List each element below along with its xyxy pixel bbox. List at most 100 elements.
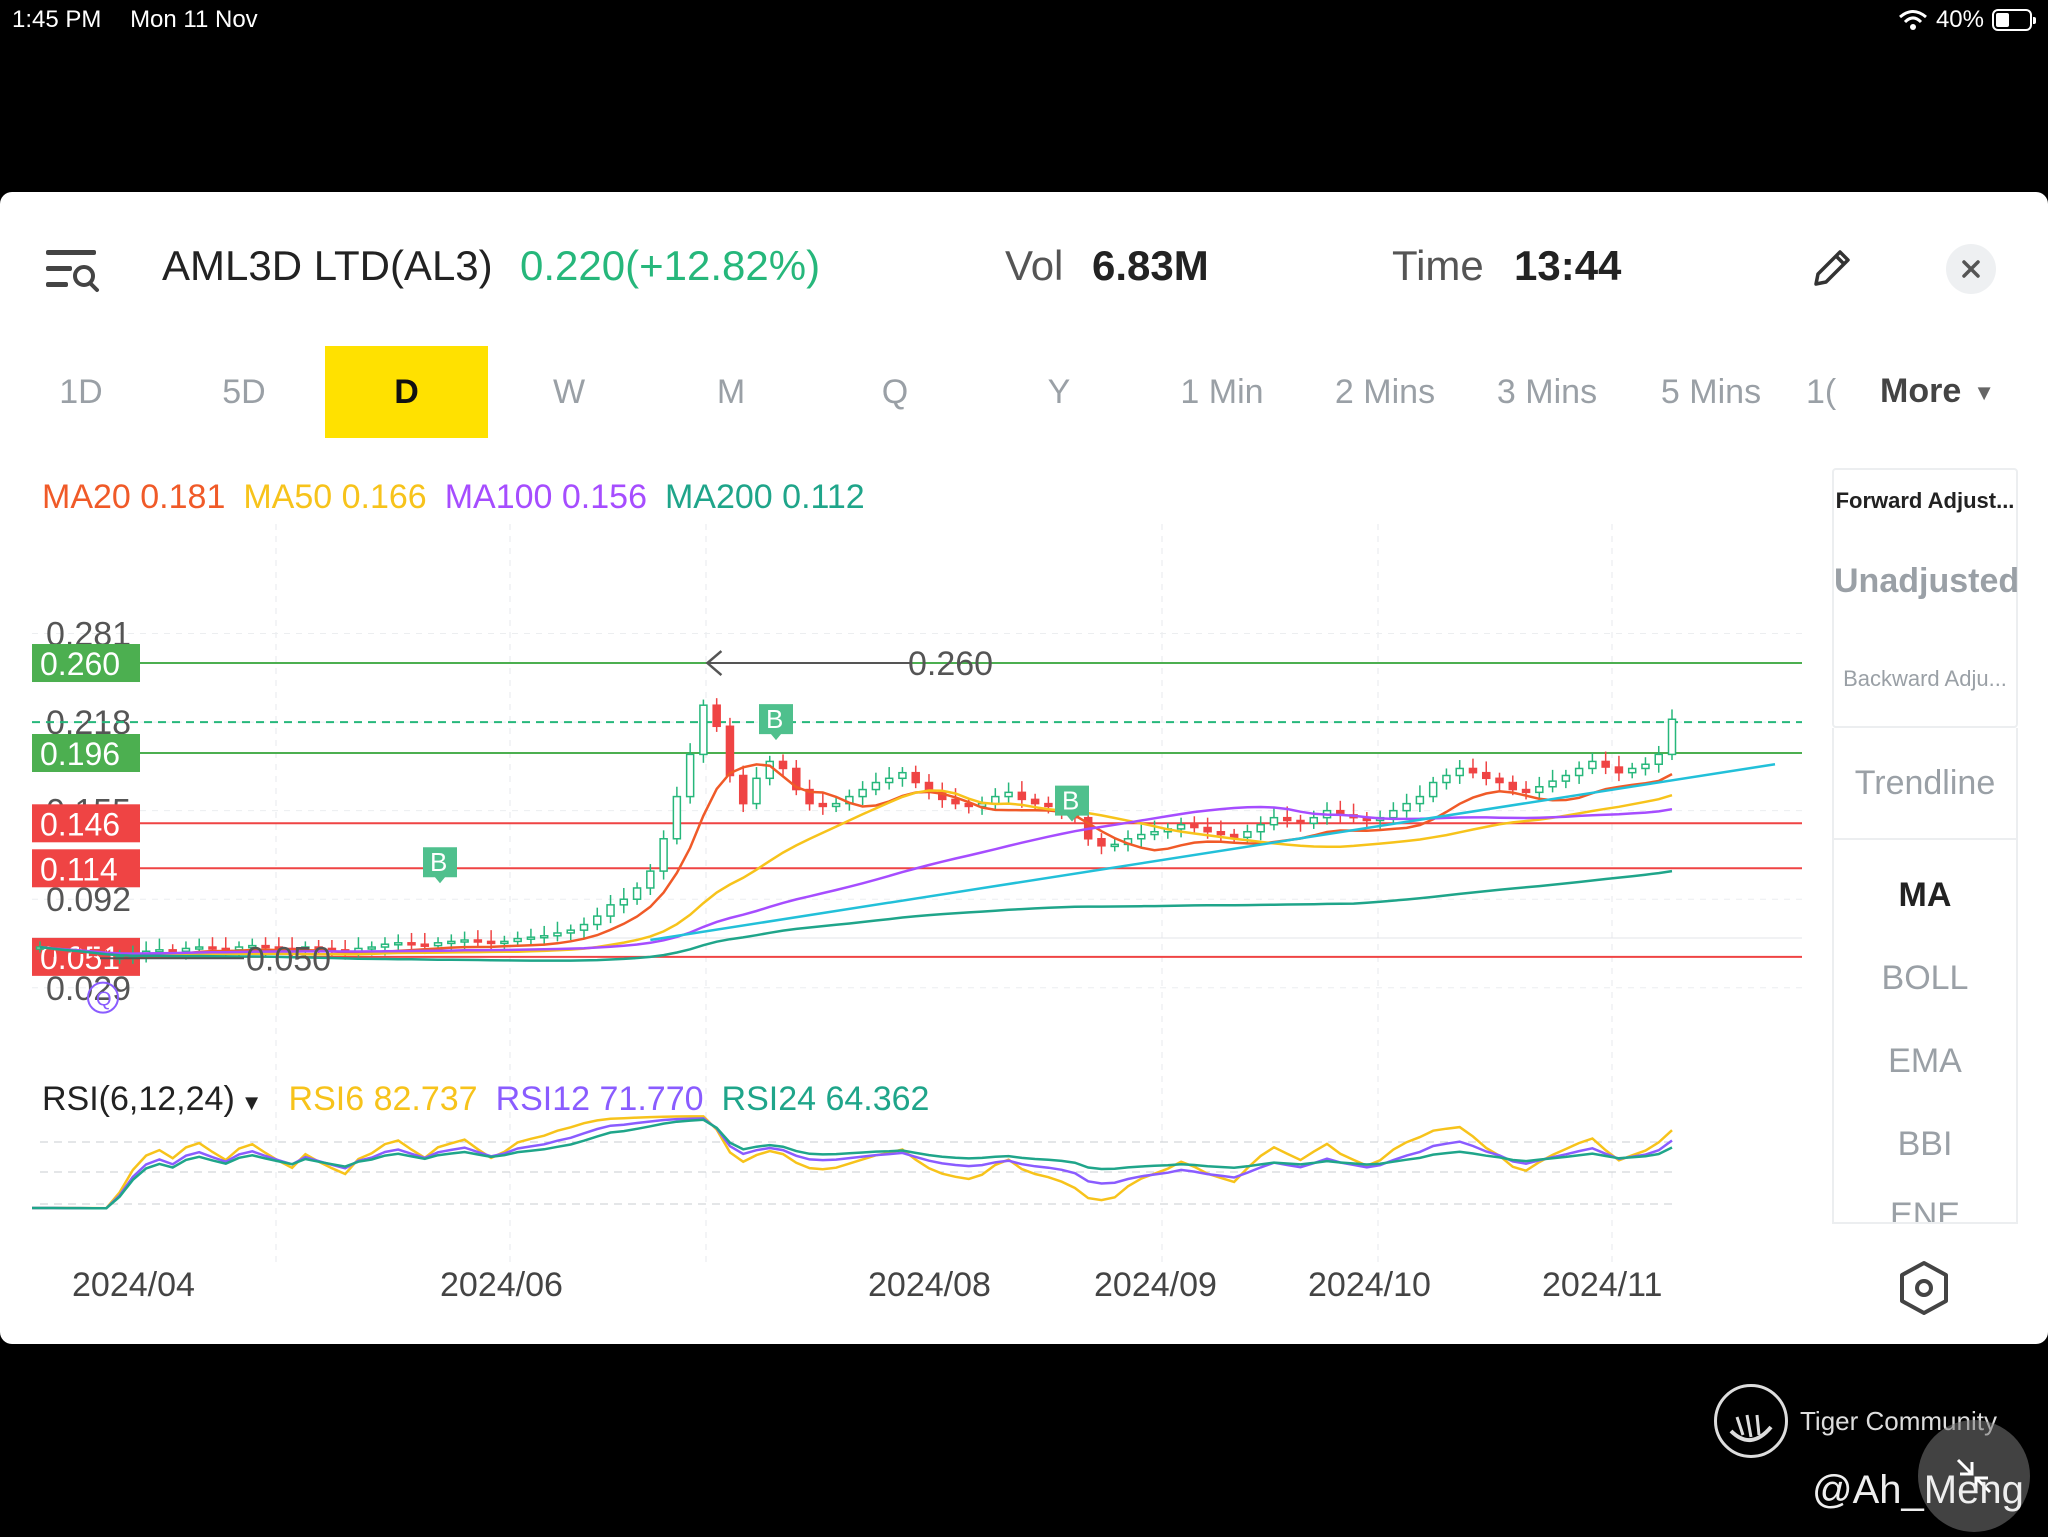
- candle-body: [646, 870, 655, 889]
- candle-body: [407, 942, 416, 946]
- candlestick-chart[interactable]: 0.2810.2180.1550.0920.0290.2600.1960.146…: [0, 522, 1820, 1262]
- candle-body: [805, 788, 814, 805]
- candle-body: [1468, 767, 1478, 774]
- candle-body: [1481, 771, 1491, 780]
- stock-name: AML3D LTD(AL3): [162, 242, 493, 289]
- candle-body: [1667, 718, 1677, 756]
- candle-body: [792, 767, 801, 791]
- more-label: More: [1880, 372, 1962, 410]
- tab-1d[interactable]: 1D: [59, 373, 103, 411]
- candle-body: [1641, 763, 1650, 770]
- volume-value: 6.83M: [1092, 242, 1209, 289]
- tab-y[interactable]: Y: [1047, 373, 1071, 411]
- candle-body: [632, 887, 642, 900]
- tab-m[interactable]: M: [716, 373, 746, 411]
- backward-adjust-option[interactable]: Backward Adju...: [1843, 666, 2007, 691]
- tab-10mins[interactable]: 1(: [1806, 373, 1836, 411]
- candle-body: [1296, 819, 1305, 825]
- wifi-icon: [1898, 10, 1927, 30]
- tab-3mins[interactable]: 3 Mins: [1496, 373, 1598, 411]
- status-time: 1:45 PM: [12, 6, 102, 33]
- indicator-ema[interactable]: EMA: [1888, 1042, 1962, 1080]
- candle-body: [1614, 766, 1624, 774]
- tiger-logo-icon: [1714, 1384, 1788, 1458]
- close-button[interactable]: [1946, 244, 1996, 294]
- candle-body: [1243, 830, 1252, 839]
- rsi-caret-icon[interactable]: ▼: [240, 1090, 263, 1115]
- candle-body: [1044, 802, 1053, 808]
- indicator-bbi[interactable]: BBI: [1897, 1125, 1953, 1163]
- tab-1min[interactable]: 1 Min: [1180, 373, 1264, 411]
- forward-adjust-option[interactable]: Forward Adjust...: [1835, 488, 2015, 513]
- tab-5mins[interactable]: 5 Mins: [1660, 373, 1762, 411]
- tab-d[interactable]: D: [325, 346, 488, 438]
- candle-body: [738, 774, 748, 805]
- candle-body: [460, 939, 469, 943]
- x-tick-label: 2024/10: [1308, 1266, 1431, 1304]
- x-axis-labels: 2024/04 2024/06 2024/08 2024/09 2024/10 …: [0, 1266, 1800, 1310]
- rsi6-legend: RSI6 82.737: [288, 1080, 478, 1118]
- candle-body: [685, 753, 695, 798]
- candle-body: [261, 944, 270, 949]
- search-menu-icon[interactable]: [46, 246, 100, 294]
- x-tick-label: 2024/06: [440, 1266, 563, 1304]
- more-dropdown[interactable]: More ▼: [1880, 346, 1995, 438]
- buy-signal-badge: [1055, 785, 1089, 822]
- candle-body: [619, 898, 629, 906]
- candle-body: [964, 802, 974, 808]
- candle-body: [1601, 760, 1610, 768]
- candle-body: [248, 944, 257, 949]
- ma200-line: [39, 869, 1673, 962]
- candle-body: [194, 946, 204, 950]
- candle-body: [765, 760, 775, 780]
- candle-body: [898, 771, 907, 780]
- ma100-line: [39, 805, 1673, 955]
- candle-body: [672, 795, 682, 840]
- hexagon-settings-icon[interactable]: [1898, 1260, 1950, 1316]
- rsi12-legend: RSI12 71.770: [495, 1080, 704, 1118]
- battery-icon: [1992, 9, 2036, 31]
- buy-signal-label: B: [1062, 786, 1079, 816]
- x-tick-label: 2024/04: [72, 1266, 195, 1304]
- tab-w[interactable]: W: [552, 373, 586, 411]
- candle-body: [951, 798, 960, 805]
- candle-body: [1004, 791, 1013, 798]
- candle-body: [155, 949, 164, 953]
- rsi24-legend: RSI24 64.362: [721, 1080, 930, 1118]
- unadjusted-option[interactable]: Unadjusted: [1834, 562, 2020, 600]
- candle-body: [579, 923, 589, 931]
- adjust-options: Forward Adjust... Unadjusted Backward Ad…: [1832, 468, 2020, 728]
- trendline-button[interactable]: Trendline: [1832, 728, 2018, 840]
- price-line-tag: [32, 804, 140, 843]
- candle-body: [1561, 774, 1571, 782]
- candle-body: [752, 777, 761, 805]
- collapse-arrows-icon: [1956, 1458, 1992, 1494]
- candle-body: [1097, 838, 1106, 847]
- rsi-selector[interactable]: RSI(6,12,24): [42, 1080, 235, 1118]
- rsi24-line: [32, 1118, 1673, 1210]
- candle-body: [1521, 788, 1531, 794]
- tab-q[interactable]: Q: [881, 373, 909, 411]
- trendline: [650, 763, 1776, 942]
- candle-body: [1389, 809, 1398, 819]
- low-marker-label: 0.050: [246, 940, 331, 978]
- candle-body: [1282, 816, 1292, 822]
- candle-body: [1269, 816, 1279, 826]
- candle-body: [208, 946, 217, 950]
- indicator-boll[interactable]: BOLL: [1881, 959, 1969, 997]
- minimize-button[interactable]: [1918, 1420, 2030, 1532]
- chart-panel: AML3D LTD(AL3) 0.220(+12.82%) Vol 6.83M …: [0, 192, 2048, 1344]
- price-line-tag: [32, 849, 140, 888]
- indicator-ma[interactable]: MA: [1898, 876, 1952, 914]
- candle-body: [367, 946, 376, 950]
- candle-body: [168, 949, 177, 953]
- pencil-icon[interactable]: [1808, 244, 1856, 292]
- tab-2mins[interactable]: 2 Mins: [1334, 373, 1436, 411]
- tab-5d[interactable]: 5D: [222, 373, 266, 411]
- volume-label: Vol: [1005, 242, 1064, 289]
- candle-body: [1574, 767, 1584, 777]
- candle-body: [1150, 830, 1159, 836]
- indicator-ene[interactable]: ENE: [1890, 1196, 1960, 1224]
- candle-body: [1654, 753, 1663, 765]
- candle-body: [1030, 798, 1040, 805]
